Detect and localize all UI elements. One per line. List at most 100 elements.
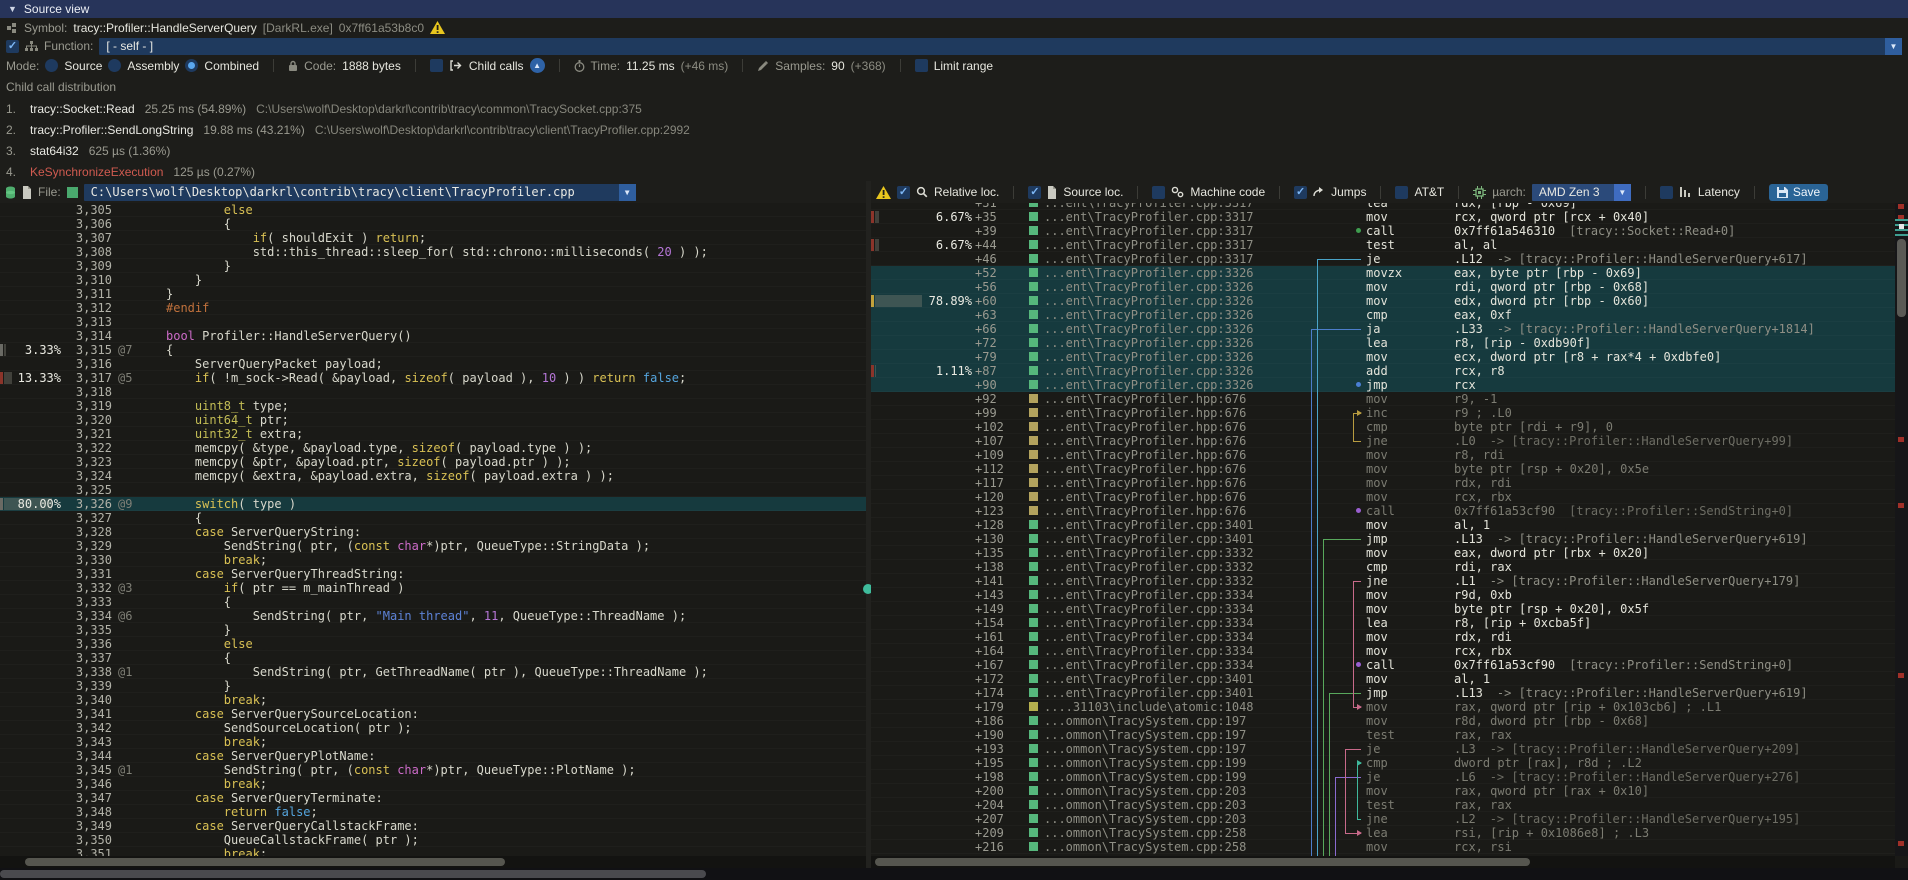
asm-source-loc[interactable]: ...ommon\TracySystem.cpp:197	[1044, 727, 1247, 742]
asm-mnemonic[interactable]: cmp	[1366, 419, 1388, 434]
assembly-hscrollbar[interactable]	[871, 856, 1895, 868]
source-line-row[interactable]: 3,329 SendString( ptr, (const char*)ptr,…	[0, 539, 866, 553]
source-line-row[interactable]: 3,314 bool Profiler::HandleServerQuery()	[0, 329, 866, 343]
asm-row[interactable]: +107 ...ent\TracyProfiler.hpp:676 jne .L0 ->…	[871, 434, 1895, 448]
asm-source-loc[interactable]: ...ommon\TracySystem.cpp:258	[1044, 839, 1247, 854]
source-line-row[interactable]: 3,322 memcpy( &type, &payload.type, size…	[0, 441, 866, 455]
asm-row[interactable]: +63 ...ent\TracyProfiler.cpp:3326 cmp eax, …	[871, 308, 1895, 322]
asm-mnemonic[interactable]: call	[1366, 657, 1395, 672]
asm-row[interactable]: +109 ...ent\TracyProfiler.hpp:676 mov r8, r…	[871, 448, 1895, 462]
asm-source-loc[interactable]: ...ommon\TracySystem.cpp:197	[1044, 713, 1247, 728]
asm-source-loc[interactable]: ...ommon\TracySystem.cpp:199	[1044, 769, 1247, 784]
asm-source-loc[interactable]: ...ent\TracyProfiler.cpp:3334	[1044, 657, 1254, 672]
source-line-row[interactable]: 3,313	[0, 315, 866, 329]
child-calls-checkbox[interactable]	[429, 59, 443, 72]
asm-mnemonic[interactable]: lea	[1366, 335, 1388, 350]
asm-row[interactable]: +123 ...ent\TracyProfiler.hpp:676 call 0x7f…	[871, 504, 1895, 518]
asm-source-loc[interactable]: ...ent\TracyProfiler.hpp:676	[1044, 433, 1247, 448]
source-line-row[interactable]: 3,337 {	[0, 651, 866, 665]
source-line-row[interactable]: 3,330 break;	[0, 553, 866, 567]
latency-checkbox[interactable]	[1659, 185, 1673, 199]
file-combo[interactable]: C:\Users\wolf\Desktop\darkrl\contrib\tra…	[83, 183, 636, 201]
asm-row[interactable]: +204 ...ommon\TracySystem.cpp:203 test rax,…	[871, 798, 1895, 812]
source-line-row[interactable]: 80.00% 3,326 @9 switch( type )	[0, 497, 866, 511]
asm-mnemonic[interactable]: mov	[1366, 713, 1388, 728]
asm-row[interactable]: +90 ...ent\TracyProfiler.cpp:3326 jmp rcx	[871, 378, 1895, 392]
machine-code-checkbox[interactable]	[1152, 185, 1166, 199]
asm-mnemonic[interactable]: mov	[1366, 839, 1388, 854]
asm-source-loc[interactable]: ...ommon\TracySystem.cpp:203	[1044, 797, 1247, 812]
asm-source-loc[interactable]: ...ent\TracyProfiler.cpp:3326	[1044, 265, 1254, 280]
source-line-row[interactable]: 3,305 else	[0, 203, 866, 217]
asm-mnemonic[interactable]: mov	[1366, 489, 1388, 504]
asm-row[interactable]: +102 ...ent\TracyProfiler.hpp:676 cmp byte …	[871, 420, 1895, 434]
asm-source-loc[interactable]: ...ent\TracyProfiler.cpp:3326	[1044, 293, 1254, 308]
child-call-item[interactable]: 3. stat64i32 625 µs (1.36%)	[6, 140, 1902, 161]
asm-source-loc[interactable]: ...ent\TracyProfiler.hpp:676	[1044, 419, 1247, 434]
asm-row[interactable]: +209 ...ommon\TracySystem.cpp:258 lea rsi, …	[871, 826, 1895, 840]
asm-mnemonic[interactable]: mov	[1366, 699, 1388, 714]
asm-row[interactable]: +172 ...ent\TracyProfiler.cpp:3401 mov al, …	[871, 672, 1895, 686]
asm-mnemonic[interactable]: mov	[1366, 545, 1388, 560]
function-checkbox[interactable]: ✓	[6, 39, 19, 53]
save-button[interactable]: Save	[1768, 183, 1829, 201]
asm-source-loc[interactable]: ...ent\TracyProfiler.hpp:676	[1044, 447, 1247, 462]
asm-source-loc[interactable]: ...ent\TracyProfiler.cpp:3334	[1044, 615, 1254, 630]
asm-source-loc[interactable]: ...ent\TracyProfiler.cpp:3317	[1044, 223, 1254, 238]
asm-row[interactable]: +120 ...ent\TracyProfiler.hpp:676 mov rcx, …	[871, 490, 1895, 504]
source-line-row[interactable]: 13.33% 3,317 @5 if( !m_sock->Read( &payloa…	[0, 371, 866, 385]
asm-row[interactable]: +186 ...ommon\TracySystem.cpp:197 mov r8d, …	[871, 714, 1895, 728]
asm-row[interactable]: +167 ...ent\TracyProfiler.cpp:3334 call 0x7…	[871, 658, 1895, 672]
assembly-hscroll-thumb[interactable]	[875, 858, 1530, 866]
asm-source-loc[interactable]: ...ent\TracyProfiler.cpp:3332	[1044, 545, 1254, 560]
asm-row[interactable]: +143 ...ent\TracyProfiler.cpp:3334 mov r9d,…	[871, 588, 1895, 602]
asm-source-loc[interactable]: ...ent\TracyProfiler.cpp:3401	[1044, 517, 1254, 532]
child-call-item[interactable]: 1. tracy::Socket::Read 25.25 ms (54.89%) C:…	[6, 98, 1902, 119]
asm-source-loc[interactable]: ...ent\TracyProfiler.cpp:3401	[1044, 671, 1254, 686]
source-line-row[interactable]: 3,318	[0, 385, 866, 399]
window-hscroll-thumb[interactable]	[0, 870, 706, 878]
asm-row[interactable]: +179 ....31103\include\atomic:1048 mov rax,…	[871, 700, 1895, 714]
asm-source-loc[interactable]: ...ent\TracyProfiler.cpp:3334	[1044, 643, 1254, 658]
asm-mnemonic[interactable]: jmp	[1366, 531, 1388, 546]
asm-row[interactable]: +66 ...ent\TracyProfiler.cpp:3326 ja .L33 ->…	[871, 322, 1895, 336]
source-line-row[interactable]: 3,320 uint64_t ptr;	[0, 413, 866, 427]
source-line-row[interactable]: 3,339 }	[0, 679, 866, 693]
source-line-row[interactable]: 3,310 }	[0, 273, 866, 287]
asm-row[interactable]: +128 ...ent\TracyProfiler.cpp:3401 mov al, …	[871, 518, 1895, 532]
asm-row[interactable]: +164 ...ent\TracyProfiler.cpp:3334 mov rcx,…	[871, 644, 1895, 658]
asm-mnemonic[interactable]: mov	[1366, 279, 1388, 294]
asm-row[interactable]: +198 ...ommon\TracySystem.cpp:199 je .L6 -> …	[871, 770, 1895, 784]
asm-row[interactable]: +200 ...ommon\TracySystem.cpp:203 mov rax, …	[871, 784, 1895, 798]
asm-row[interactable]: +193 ...ommon\TracySystem.cpp:197 je .L3 -> …	[871, 742, 1895, 756]
asm-mnemonic[interactable]: cmp	[1366, 307, 1388, 322]
source-line-row[interactable]: 3,324 memcpy( &extra, &payload.extra, si…	[0, 469, 866, 483]
source-line-row[interactable]: 3,343 break;	[0, 735, 866, 749]
asm-row[interactable]: +190 ...ommon\TracySystem.cpp:197 test rax,…	[871, 728, 1895, 742]
asm-mnemonic[interactable]: mov	[1366, 643, 1388, 658]
asm-row[interactable]: +216 ...ommon\TracySystem.cpp:258 mov rcx, …	[871, 840, 1895, 854]
asm-mnemonic[interactable]: mov	[1366, 447, 1388, 462]
source-line-row[interactable]: 3,332 @3 if( ptr == m_mainThread )	[0, 581, 866, 595]
jumps-checkbox[interactable]: ✓	[1294, 185, 1308, 199]
radio-source[interactable]	[45, 59, 59, 72]
asm-mnemonic[interactable]: jne	[1366, 811, 1388, 826]
asm-mnemonic[interactable]: call	[1366, 503, 1395, 518]
asm-source-loc[interactable]: ...ent\TracyProfiler.hpp:676	[1044, 405, 1247, 420]
source-line-row[interactable]: 3,333 {	[0, 595, 866, 609]
radio-assembly[interactable]	[108, 59, 122, 72]
asm-row[interactable]: +112 ...ent\TracyProfiler.hpp:676 mov byte …	[871, 462, 1895, 476]
asm-row[interactable]: +154 ...ent\TracyProfiler.cpp:3334 lea r8, …	[871, 616, 1895, 630]
asm-source-loc[interactable]: ...ent\TracyProfiler.cpp:3326	[1044, 321, 1254, 336]
asm-mnemonic[interactable]: mov	[1366, 629, 1388, 644]
asm-source-loc[interactable]: ...ent\TracyProfiler.hpp:676	[1044, 391, 1247, 406]
asm-mnemonic[interactable]: lea	[1366, 615, 1388, 630]
splitter-handle[interactable]	[863, 584, 873, 594]
source-line-row[interactable]: 3,312 #endif	[0, 301, 866, 315]
asm-mnemonic[interactable]: jne	[1366, 573, 1388, 588]
asm-mnemonic[interactable]: lea	[1366, 825, 1388, 840]
asm-source-loc[interactable]: ...ent\TracyProfiler.cpp:3317	[1044, 237, 1254, 252]
asm-mnemonic[interactable]: je	[1366, 741, 1381, 756]
source-line-row[interactable]: 3,338 @1 SendString( ptr, GetThreadName( …	[0, 665, 866, 679]
source-line-row[interactable]: 3,341 case ServerQuerySourceLocation:	[0, 707, 866, 721]
